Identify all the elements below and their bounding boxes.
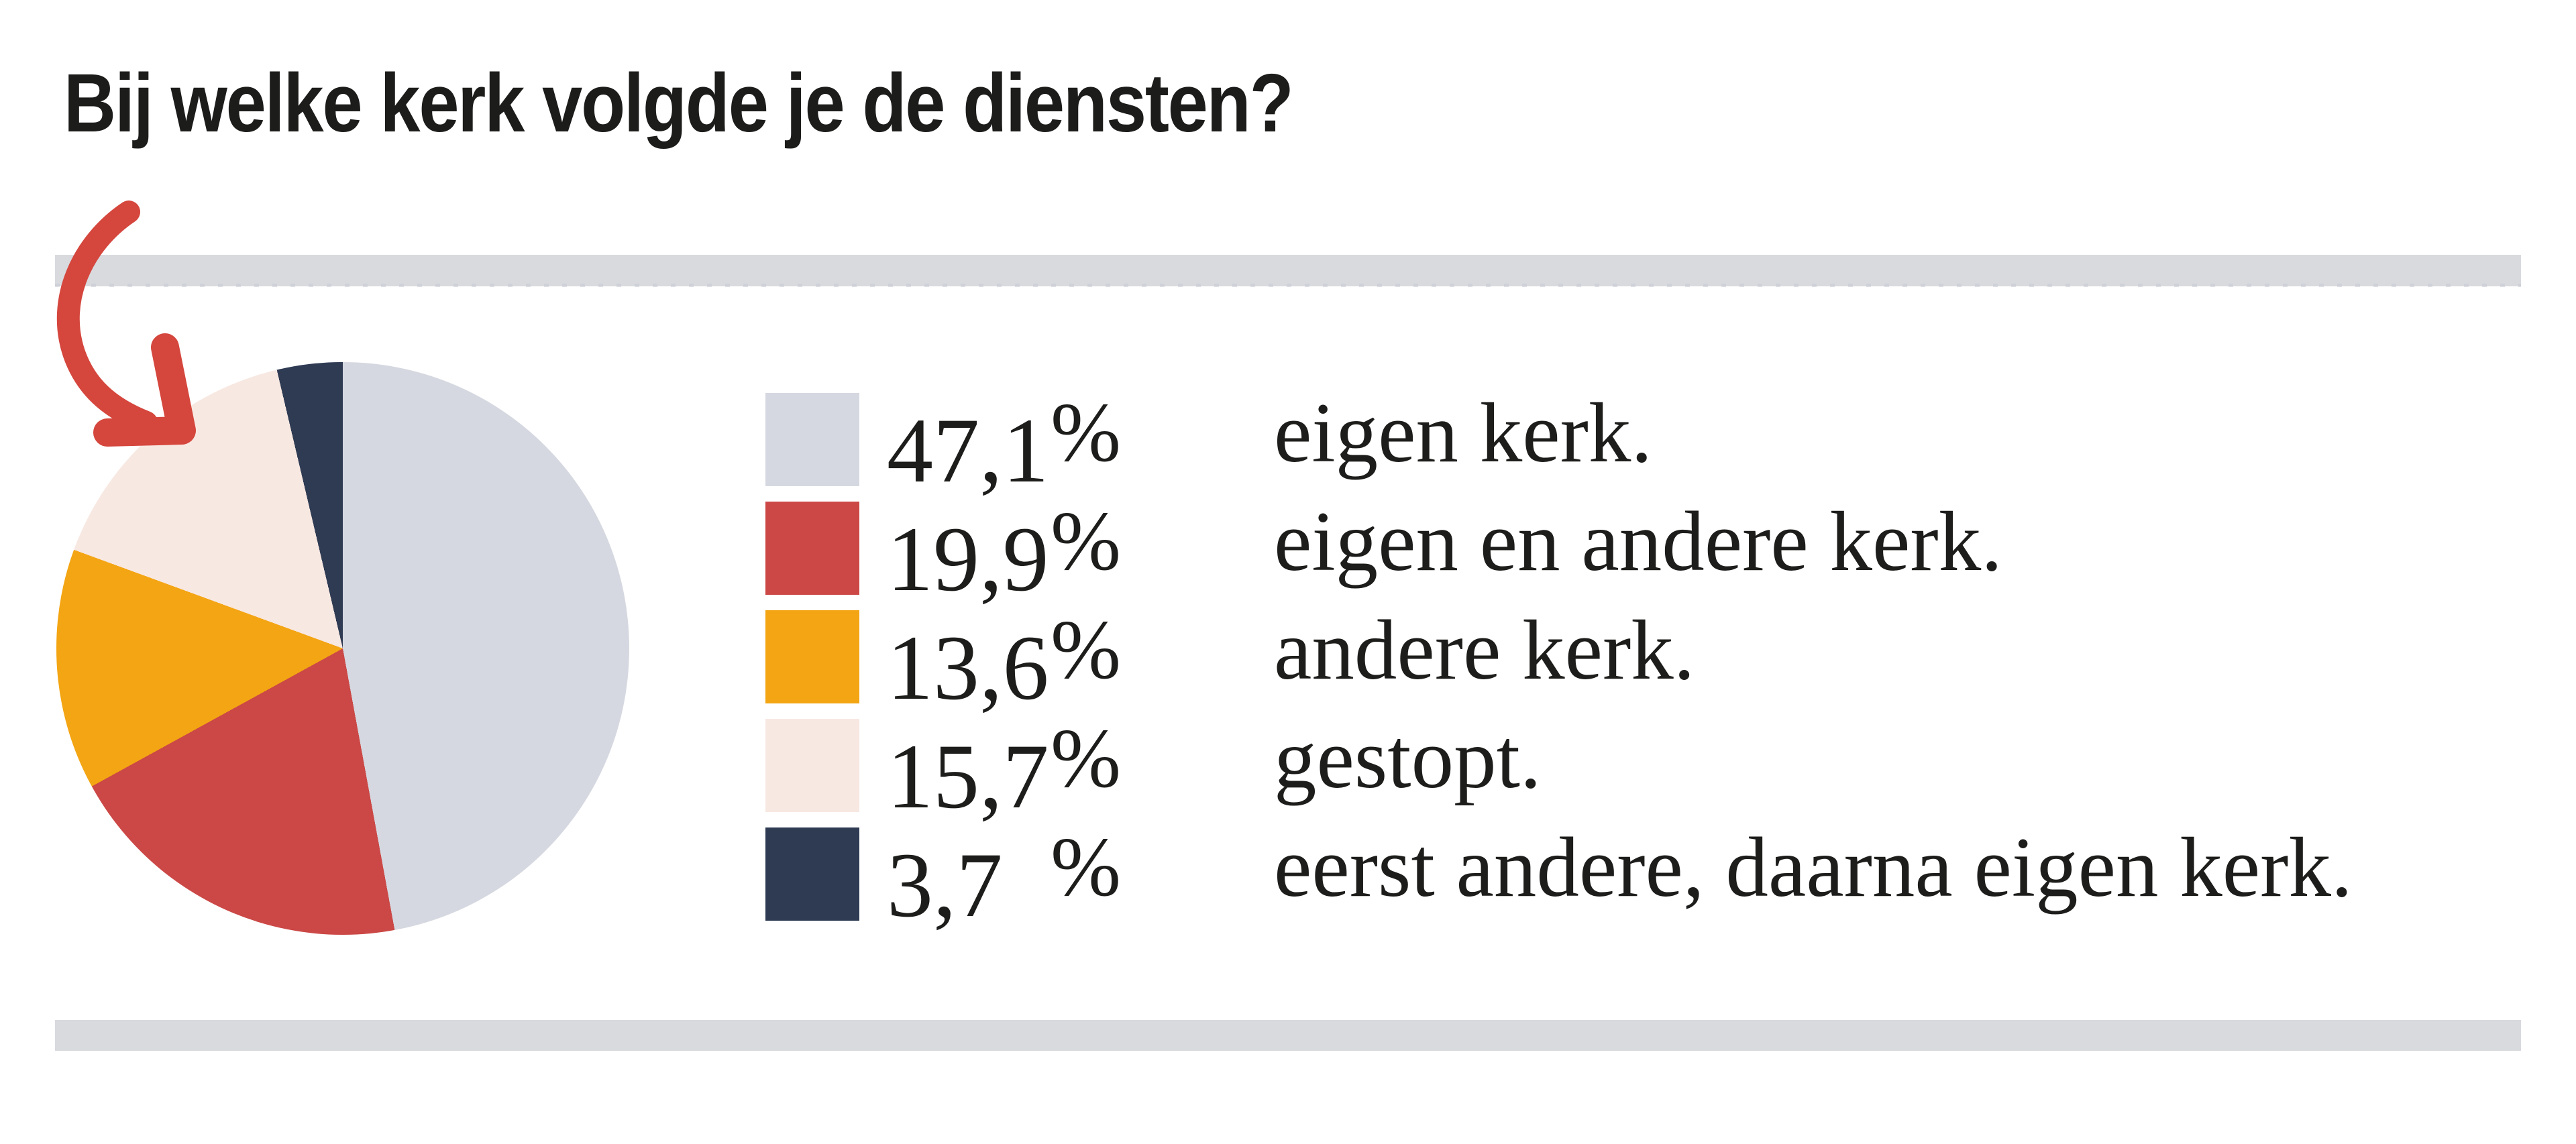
pie-legend: 47,1 % eigen kerk. 19,9 % eigen en ander…	[765, 386, 2353, 931]
legend-item: 3,7 % eerst andere, daarna eigen kerk.	[765, 821, 2353, 931]
page-title: Bij welke kerk volgde je de diensten?	[64, 58, 1294, 150]
legend-item: 13,6 % andere kerk.	[765, 604, 2353, 714]
divider-texture	[55, 284, 2521, 287]
legend-unit: %	[1051, 604, 1121, 697]
legend-item: 15,7 % gestopt.	[765, 712, 2353, 823]
legend-item: 47,1 % eigen kerk.	[765, 386, 2353, 497]
legend-swatch	[765, 502, 859, 595]
legend-unit: %	[1051, 386, 1121, 479]
legend-label: eerst andere, daarna eigen kerk.	[1274, 821, 2353, 915]
arrow-shaft	[56, 201, 158, 434]
legend-label: eigen en andere kerk.	[1274, 495, 2002, 589]
legend-label: andere kerk.	[1274, 604, 1695, 697]
arrow-head	[93, 333, 196, 447]
legend-unit: %	[1051, 495, 1121, 588]
legend-swatch	[765, 719, 859, 812]
legend-value: 3,7	[887, 834, 1003, 936]
pie-chart	[56, 362, 629, 935]
legend-item: 19,9 % eigen en andere kerk.	[765, 495, 2353, 606]
legend-label: eigen kerk.	[1274, 386, 1653, 480]
legend-swatch	[765, 610, 859, 703]
hand-drawn-arrow-icon	[56, 201, 196, 447]
legend-unit: %	[1051, 821, 1121, 914]
legend-unit: %	[1051, 712, 1121, 805]
top-divider-bar	[55, 255, 2521, 287]
legend-value: 19,9	[887, 508, 1049, 610]
legend-label: gestopt.	[1274, 712, 1542, 806]
legend-swatch	[765, 827, 859, 921]
bottom-divider-bar	[55, 1020, 2521, 1051]
legend-value: 15,7	[887, 725, 1049, 827]
legend-value: 13,6	[887, 616, 1049, 719]
legend-swatch	[765, 393, 859, 486]
legend-value: 47,1	[887, 399, 1049, 502]
